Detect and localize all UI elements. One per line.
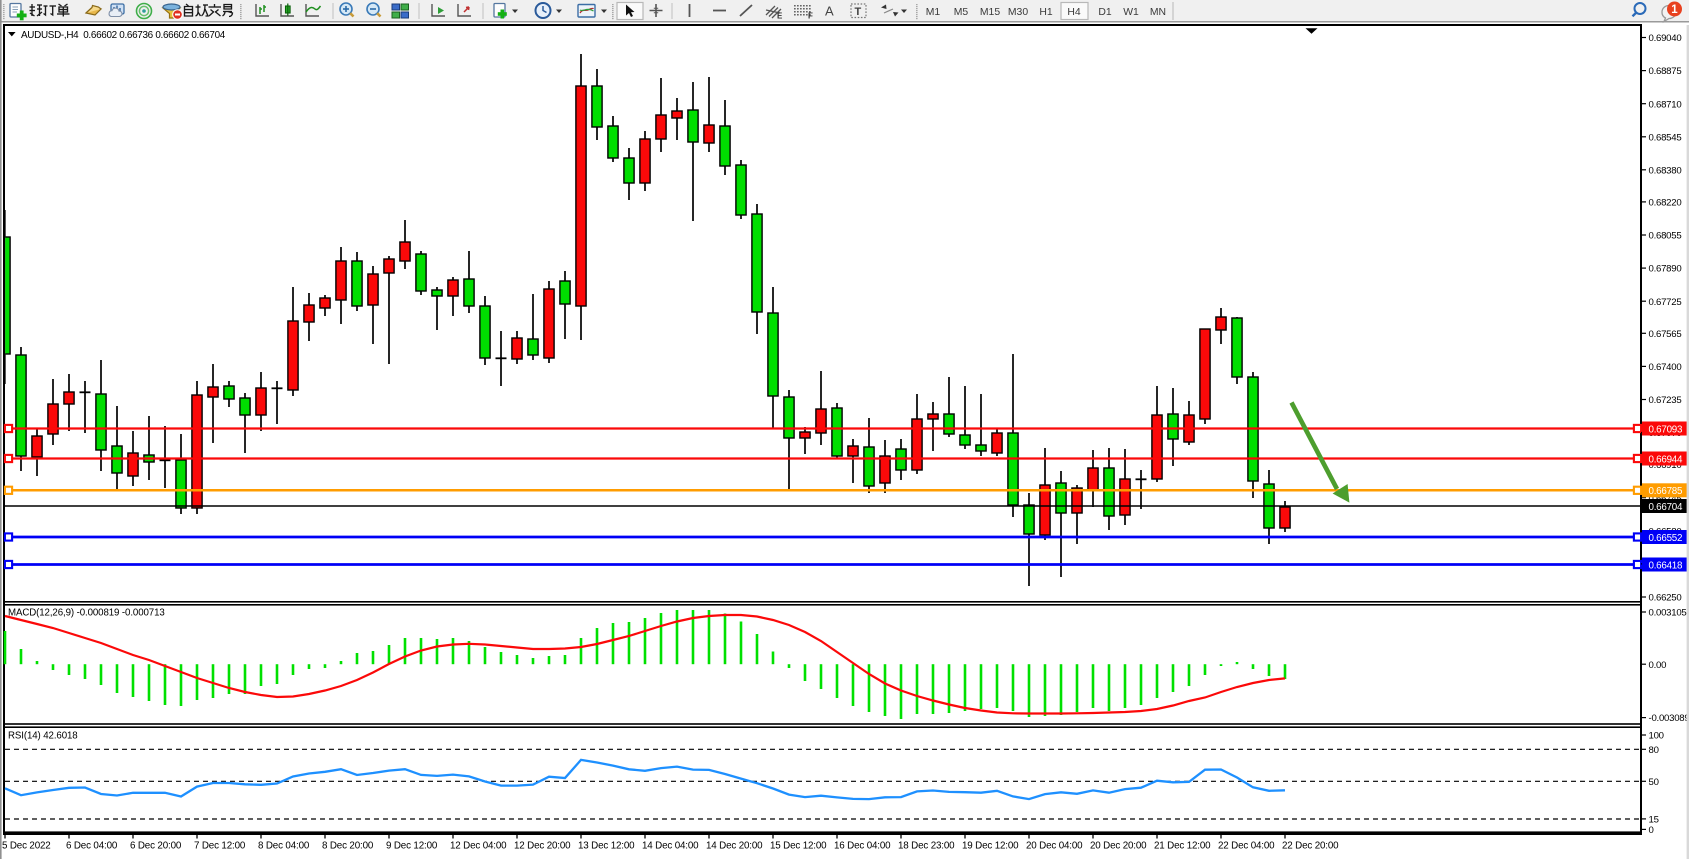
svg-text:AUDUSD-,H4 0.66602 0.66736 0.: AUDUSD-,H4 0.66602 0.66736 0.66602 0.667… bbox=[21, 30, 226, 41]
svg-text:M15: M15 bbox=[980, 7, 1000, 18]
svg-text:0.66704: 0.66704 bbox=[1649, 502, 1683, 513]
svg-text:E: E bbox=[777, 12, 783, 21]
svg-text:0.69040: 0.69040 bbox=[1649, 33, 1682, 44]
svg-text:20 Dec 04:00: 20 Dec 04:00 bbox=[1026, 841, 1083, 852]
svg-text:0.66552: 0.66552 bbox=[1649, 533, 1683, 544]
svg-text:15: 15 bbox=[1649, 815, 1659, 826]
svg-text:1: 1 bbox=[1671, 4, 1678, 16]
svg-text:0.68380: 0.68380 bbox=[1649, 165, 1682, 176]
svg-text:12 Dec 04:00: 12 Dec 04:00 bbox=[450, 841, 507, 852]
svg-text:0.66910: 0.66910 bbox=[1649, 460, 1682, 471]
svg-text:0.66745: 0.66745 bbox=[1649, 493, 1682, 504]
svg-text:M30: M30 bbox=[1008, 7, 1028, 18]
svg-text:0.68875: 0.68875 bbox=[1649, 66, 1682, 77]
svg-text:14 Dec 04:00: 14 Dec 04:00 bbox=[642, 841, 699, 852]
svg-text:22 Dec 20:00: 22 Dec 20:00 bbox=[1282, 841, 1339, 852]
svg-text:6 Dec 20:00: 6 Dec 20:00 bbox=[130, 841, 182, 852]
svg-text:0.67725: 0.67725 bbox=[1649, 297, 1682, 308]
svg-text:13 Dec 12:00: 13 Dec 12:00 bbox=[578, 841, 635, 852]
svg-text:0.66418: 0.66418 bbox=[1649, 560, 1683, 571]
svg-text:0.00: 0.00 bbox=[1649, 660, 1667, 671]
svg-text:0.68220: 0.68220 bbox=[1649, 198, 1682, 209]
svg-text:0.68055: 0.68055 bbox=[1649, 231, 1682, 242]
svg-text:0: 0 bbox=[1649, 825, 1654, 836]
svg-text:18 Dec 23:00: 18 Dec 23:00 bbox=[898, 841, 955, 852]
svg-text:22 Dec 04:00: 22 Dec 04:00 bbox=[1218, 841, 1275, 852]
svg-text:0.67093: 0.67093 bbox=[1649, 424, 1683, 435]
svg-text:T: T bbox=[855, 6, 862, 18]
svg-text:M1: M1 bbox=[926, 7, 941, 18]
svg-text:0.66785: 0.66785 bbox=[1649, 486, 1683, 497]
svg-text:0.68545: 0.68545 bbox=[1649, 132, 1682, 143]
svg-text:100: 100 bbox=[1649, 731, 1664, 742]
svg-text:0.67890: 0.67890 bbox=[1649, 264, 1682, 275]
svg-text:MN: MN bbox=[1150, 7, 1166, 18]
svg-text:0.68710: 0.68710 bbox=[1649, 99, 1682, 110]
svg-text:H4: H4 bbox=[1067, 7, 1081, 18]
svg-text:50: 50 bbox=[1649, 777, 1659, 788]
svg-text:F: F bbox=[808, 12, 813, 21]
svg-text:M5: M5 bbox=[954, 7, 969, 18]
svg-text:12 Dec 20:00: 12 Dec 20:00 bbox=[514, 841, 571, 852]
svg-text:16 Dec 04:00: 16 Dec 04:00 bbox=[834, 841, 891, 852]
svg-text:5 Dec 2022: 5 Dec 2022 bbox=[2, 841, 51, 852]
svg-text:MACD(12,26,9) -0.000819 -0.000: MACD(12,26,9) -0.000819 -0.000713 bbox=[8, 608, 165, 619]
svg-text:D1: D1 bbox=[1098, 7, 1112, 18]
svg-text:0.67400: 0.67400 bbox=[1649, 362, 1682, 373]
svg-text:H1: H1 bbox=[1039, 7, 1053, 18]
svg-text:RSI(14) 42.6018: RSI(14) 42.6018 bbox=[8, 731, 78, 742]
svg-text:7 Dec 12:00: 7 Dec 12:00 bbox=[194, 841, 246, 852]
svg-text:0.003105: 0.003105 bbox=[1649, 608, 1687, 619]
svg-text:8 Dec 20:00: 8 Dec 20:00 bbox=[322, 841, 374, 852]
svg-text:0.66250: 0.66250 bbox=[1649, 593, 1682, 604]
svg-text:A: A bbox=[825, 4, 834, 19]
svg-text:14 Dec 20:00: 14 Dec 20:00 bbox=[706, 841, 763, 852]
svg-text:8 Dec 04:00: 8 Dec 04:00 bbox=[258, 841, 310, 852]
svg-text:-0.003089: -0.003089 bbox=[1649, 713, 1689, 724]
svg-text:21 Dec 12:00: 21 Dec 12:00 bbox=[1154, 841, 1211, 852]
svg-text:W1: W1 bbox=[1123, 7, 1139, 18]
svg-text:0.66944: 0.66944 bbox=[1649, 454, 1683, 465]
svg-text:0.67235: 0.67235 bbox=[1649, 395, 1682, 406]
svg-text:15 Dec 12:00: 15 Dec 12:00 bbox=[770, 841, 827, 852]
svg-text:20 Dec 20:00: 20 Dec 20:00 bbox=[1090, 841, 1147, 852]
svg-text:80: 80 bbox=[1649, 745, 1659, 756]
svg-text:9 Dec 12:00: 9 Dec 12:00 bbox=[386, 841, 438, 852]
svg-text:6 Dec 04:00: 6 Dec 04:00 bbox=[66, 841, 118, 852]
svg-text:0.67565: 0.67565 bbox=[1649, 329, 1682, 340]
svg-text:19 Dec 12:00: 19 Dec 12:00 bbox=[962, 841, 1019, 852]
